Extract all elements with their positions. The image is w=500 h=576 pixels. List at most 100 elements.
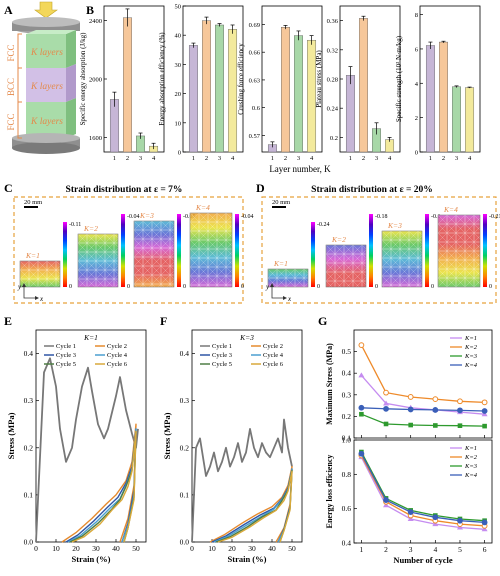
y-tick-label: 30 — [175, 62, 182, 69]
colorbar-max-label: -0.1 — [431, 214, 441, 220]
y-tick-label: 1.0 — [342, 436, 352, 445]
x-tick-label: 4 — [433, 545, 437, 554]
axis-x-glyph: x — [39, 295, 44, 303]
panel-c-title: Strain distribution at ε = 7% — [66, 185, 183, 195]
series-line-cycle-1 — [191, 418, 293, 543]
scale-bar-label: 20 mm — [272, 199, 290, 206]
x-tick-label: 1 — [192, 155, 195, 162]
k-label: K=4 — [443, 205, 458, 214]
x-tick-label: 4 — [310, 155, 314, 162]
y-tick-label: 0.1 — [180, 490, 190, 499]
x-tick-label: 50 — [132, 544, 140, 553]
series-line — [360, 451, 485, 522]
panel-label-b: B — [86, 3, 94, 17]
specimen — [133, 220, 180, 294]
y-axis-label: Crushing force efficiency — [237, 43, 245, 115]
colorbar-gradient — [483, 214, 487, 287]
panel-label-d: D — [256, 181, 265, 195]
y-tick-label: 0.66 — [249, 50, 261, 57]
y-tick-label: 0.4 — [180, 349, 190, 358]
y-tick-label: 0.0 — [180, 538, 190, 547]
x-axis-label: Strain (%) — [228, 554, 267, 564]
colorbar-gradient — [425, 214, 429, 287]
y-axis-label: Energy loss efficiency — [325, 455, 334, 529]
series-line-cycle-2 — [61, 423, 137, 543]
y-tick-label: 0.8 — [342, 470, 352, 479]
specimen — [19, 260, 66, 289]
y-tick-label: 8 — [415, 12, 418, 19]
y-tick-label: 0.3 — [24, 396, 34, 405]
x-tick-label: 3 — [375, 155, 378, 162]
k-label: K=2 — [83, 224, 98, 233]
y-tick-label: 2400 — [89, 18, 102, 25]
bar — [345, 75, 355, 153]
x-tick-label: 1 — [271, 155, 274, 162]
y-tick-label: 2000 — [89, 77, 102, 84]
colorbar-gradient — [63, 222, 67, 287]
data-point — [407, 394, 414, 400]
x-tick-label: 40 — [268, 544, 276, 553]
x-tick-label: 0 — [34, 544, 38, 553]
y-tick-label: 0.6 — [342, 504, 352, 513]
y-tick-label: 0.6 — [252, 105, 261, 112]
data-point — [359, 411, 364, 417]
legend-label: Cycle 4 — [263, 352, 284, 359]
colorbar-max-label: -0.04 — [241, 214, 254, 220]
bar — [188, 45, 198, 153]
panel-g: 0.1 0.2 0.3 0.4 0.5 K=1 K=2 K=3 K=4 Maximum Stres… — [325, 329, 493, 565]
y-tick-label: 0.1 — [342, 434, 352, 443]
bar — [465, 87, 475, 153]
x-tick-label: 20 — [228, 544, 236, 553]
x-tick-label: 3 — [409, 545, 413, 554]
panel-label-a: A — [4, 3, 13, 17]
layer-count-label: K layers — [30, 48, 63, 58]
colorbar-gradient — [369, 214, 373, 287]
layer-bcc — [26, 68, 66, 102]
layer-fcc-bottom — [26, 102, 66, 138]
legend-label: K=3 — [464, 353, 478, 360]
specimen — [437, 214, 484, 288]
panel-d-title: Strain distribution at ε = 20% — [311, 185, 433, 195]
series-line-cycle-1 — [35, 357, 139, 543]
bar — [228, 29, 238, 153]
specimen — [77, 233, 124, 289]
data-point — [383, 400, 390, 406]
data-point — [408, 422, 413, 428]
x-tick-label: 5 — [458, 545, 462, 554]
colorbar-min-label: 0 — [241, 284, 244, 290]
strain-field — [20, 261, 60, 287]
bar — [439, 41, 448, 153]
y-tick-label: 0.28 — [327, 77, 338, 84]
bar — [123, 17, 132, 153]
panel-label-e: E — [4, 314, 12, 328]
legend-label: K=2 — [464, 454, 478, 461]
legend-label: Cycle 6 — [107, 361, 128, 368]
load-arrow-icon — [34, 1, 58, 19]
bar — [452, 86, 461, 153]
legend-label: Cycle 3 — [212, 352, 232, 359]
bar — [202, 20, 211, 153]
data-point — [407, 406, 414, 413]
x-tick-label: 2 — [362, 155, 365, 162]
scale-bar-label: 20 mm — [24, 199, 42, 206]
y-tick-label: 0 — [415, 150, 418, 157]
specimen-outline — [437, 214, 481, 288]
y-tick-label: 0.69 — [249, 22, 260, 29]
series-line — [360, 344, 485, 404]
legend-label: K=4 — [464, 472, 478, 479]
specimen-outline — [133, 220, 175, 288]
y-tick-label: 0 — [178, 150, 181, 157]
plot-frame — [182, 5, 244, 153]
series-line — [360, 455, 485, 527]
data-point — [481, 526, 488, 532]
colorbar: -0.1 0 — [425, 214, 441, 290]
panel-label-g: G — [318, 314, 327, 328]
data-point — [457, 423, 463, 428]
data-point — [358, 342, 365, 349]
y-tick-label: 0.3 — [342, 390, 352, 399]
y-axis-label: Stress (MPa) — [162, 412, 172, 459]
bar — [281, 27, 290, 153]
panel-label-f: F — [160, 314, 167, 328]
y-tick-label: 6 — [415, 46, 419, 53]
